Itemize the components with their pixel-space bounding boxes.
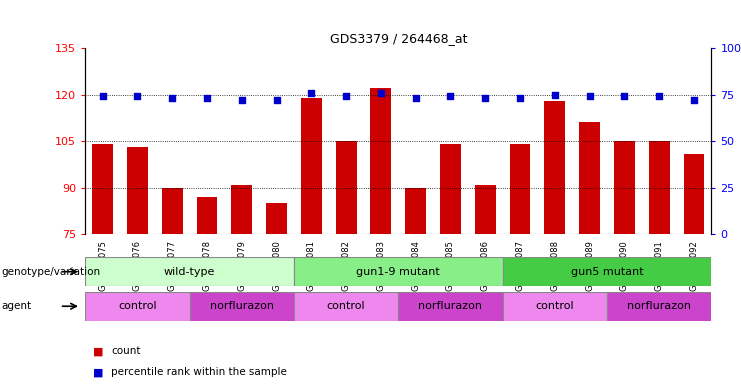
Point (410, 95, 422, 101)
Bar (196, 197, 217, 234)
Point (654, 93, 665, 99)
Bar (649, 141, 670, 234)
Point (514, 95, 526, 101)
Text: count: count (111, 346, 141, 356)
Bar (502, 292, 607, 321)
Bar (266, 203, 287, 234)
Bar (127, 147, 147, 234)
Text: ■: ■ (93, 346, 103, 356)
Text: genotype/variation: genotype/variation (1, 266, 101, 277)
Point (549, 91, 561, 98)
Text: norflurazon: norflurazon (210, 301, 273, 311)
Point (236, 97, 247, 103)
Text: ■: ■ (93, 367, 103, 377)
Text: control: control (536, 301, 574, 311)
Text: control: control (118, 301, 156, 311)
Text: gun5 mutant: gun5 mutant (571, 266, 643, 277)
Bar (231, 185, 252, 234)
Bar (545, 101, 565, 234)
Bar (85, 234, 711, 384)
Text: wild-type: wild-type (164, 266, 215, 277)
Point (584, 93, 596, 99)
Text: agent: agent (1, 301, 32, 311)
Bar (190, 292, 294, 321)
Bar (301, 98, 322, 234)
Bar (336, 141, 356, 234)
Bar (510, 144, 531, 234)
Point (340, 93, 352, 99)
Text: percentile rank within the sample: percentile rank within the sample (111, 367, 287, 377)
Point (305, 89, 317, 96)
Bar (85, 292, 190, 321)
Bar (440, 144, 461, 234)
Title: GDS3379 / 264468_at: GDS3379 / 264468_at (330, 32, 467, 45)
Bar (405, 188, 426, 234)
Point (96, 93, 108, 99)
Point (131, 93, 143, 99)
Text: gun1-9 mutant: gun1-9 mutant (356, 266, 440, 277)
Bar (607, 292, 711, 321)
Bar (683, 154, 705, 234)
Bar (614, 141, 635, 234)
Bar (294, 292, 398, 321)
Point (375, 89, 387, 96)
Text: norflurazon: norflurazon (419, 301, 482, 311)
Bar (294, 257, 502, 286)
Bar (579, 122, 600, 234)
Point (270, 97, 282, 103)
Point (479, 95, 491, 101)
Bar (502, 257, 711, 286)
Text: control: control (327, 301, 365, 311)
Point (445, 93, 456, 99)
Point (166, 95, 178, 101)
Bar (370, 88, 391, 234)
Bar (92, 144, 113, 234)
Text: norflurazon: norflurazon (627, 301, 691, 311)
Point (688, 97, 700, 103)
Bar (85, 257, 294, 286)
Bar (162, 188, 182, 234)
Point (619, 93, 631, 99)
Bar (475, 185, 496, 234)
Point (201, 95, 213, 101)
Bar (399, 292, 502, 321)
